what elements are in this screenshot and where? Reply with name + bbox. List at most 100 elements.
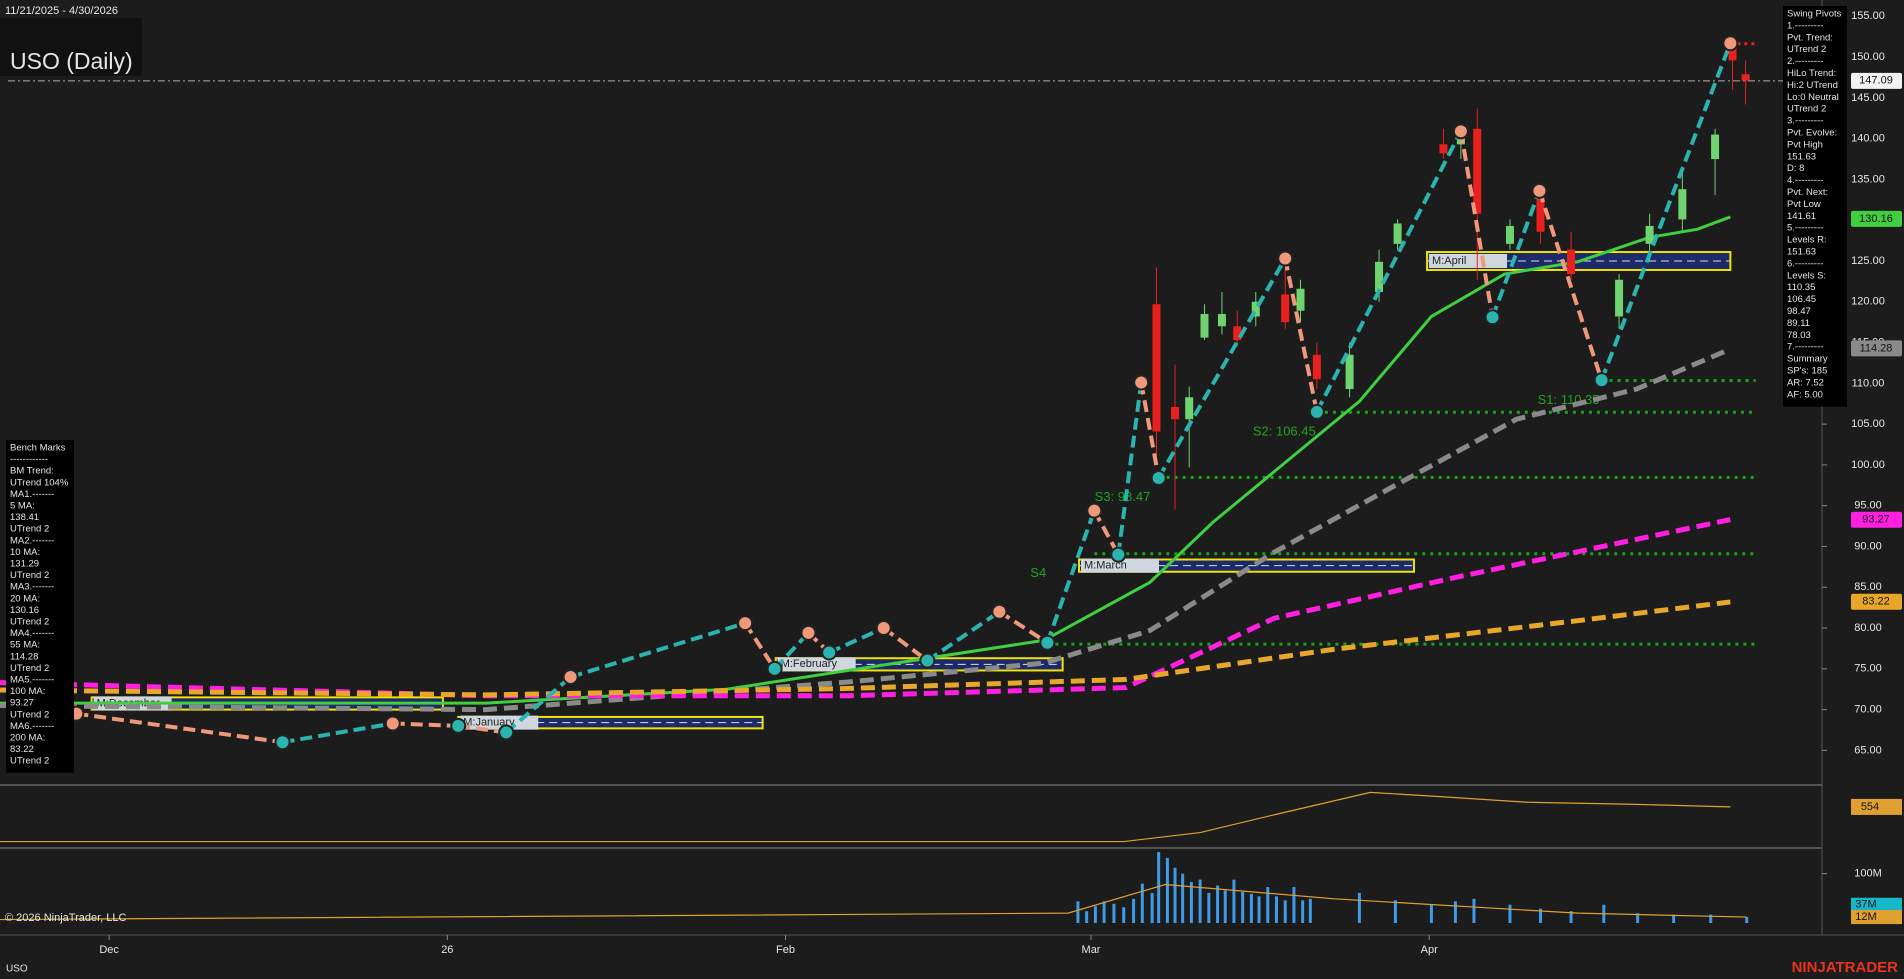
bench-marks-line: 131.29	[10, 559, 39, 570]
y-tick-label: 100.00	[1851, 459, 1885, 471]
volume-bar	[1283, 900, 1287, 923]
pivot-leg	[1156, 257, 1287, 479]
y-tick-label: 145.00	[1851, 92, 1885, 104]
bench-marks-line: 138.41	[10, 512, 39, 523]
volume-bar	[1223, 890, 1227, 923]
swing-pivots-line: 4.---------	[1787, 175, 1823, 186]
swing-pivots-line: D: 8	[1787, 163, 1804, 174]
swing-pivots-line: 2.---------	[1787, 56, 1823, 67]
swing-pivots-line: AR: 7.52	[1787, 377, 1824, 388]
swing-pivots-line: Hi:2 UTrend	[1787, 80, 1838, 91]
copyright: © 2026 NinjaTrader, LLC	[5, 912, 126, 924]
volume-bar	[1453, 901, 1457, 923]
bench-marks-line: UTrend 2	[10, 524, 49, 535]
pivot-leg	[743, 622, 777, 670]
volume-bar	[1508, 904, 1512, 923]
bench-marks-line: MA5.-------	[10, 675, 54, 686]
candle-body	[1645, 225, 1654, 244]
symbol: USO	[6, 964, 28, 975]
volume-bar	[1539, 908, 1543, 923]
swing-pivots-line: Pvt. Next:	[1787, 187, 1828, 198]
pivot-leg	[1315, 130, 1463, 413]
price-marker-label: 83.22	[1862, 596, 1890, 608]
month-label: M:April	[1432, 255, 1466, 267]
bench-marks-line: UTrend 104%	[10, 477, 69, 488]
pivot-leg	[1116, 382, 1144, 555]
candle-body	[1741, 74, 1750, 81]
bench-marks-line: 114.28	[10, 651, 38, 662]
bench-marks-line: 93.27	[10, 698, 34, 709]
y-tick-label: 65.00	[1854, 744, 1882, 756]
x-tick-label: Dec	[99, 944, 119, 956]
swing-pivots-line: 78.03	[1787, 330, 1811, 341]
volume-bar	[1429, 904, 1433, 923]
y-tick-label: 70.00	[1854, 704, 1882, 716]
candle-body	[1505, 225, 1514, 244]
volume-bar	[1132, 898, 1136, 923]
bench-marks-line: UTrend 2	[10, 709, 49, 720]
y-tick-label: 95.00	[1854, 500, 1882, 512]
swing-pivots-line: Lo:0 Neutral	[1787, 92, 1839, 103]
bench-marks-bg	[6, 440, 74, 773]
pivot-point	[274, 734, 291, 751]
y-tick-label: 80.00	[1854, 622, 1882, 634]
swing-pivots-line: Levels R:	[1787, 235, 1827, 246]
moving-average	[0, 346, 1732, 713]
moving-average	[0, 215, 1731, 705]
price-marker	[1851, 72, 1902, 89]
candle-body	[1217, 314, 1226, 327]
volume-bar	[1140, 883, 1144, 923]
pivot-leg	[1283, 258, 1319, 413]
volume-bar	[1569, 911, 1573, 923]
swing-pivots-line: SP's: 185	[1787, 366, 1827, 377]
support-label: S2: 106.45	[1253, 424, 1316, 439]
pivot-leg	[392, 721, 459, 728]
bench-marks-line: 5 MA:	[10, 501, 35, 512]
bench-marks-line: UTrend 2	[10, 617, 49, 628]
bench-marks-line: 10 MA:	[10, 547, 40, 558]
pivot-leg	[504, 675, 572, 734]
volume-bar	[1216, 885, 1220, 923]
pivot-point	[1150, 469, 1167, 486]
pivot-leg	[1092, 509, 1121, 556]
indicator-marker	[1851, 798, 1902, 815]
y-tick-label: 140.00	[1851, 133, 1885, 145]
volume-tick-label: 100M	[1854, 868, 1882, 880]
volume-bar	[1207, 892, 1211, 923]
volume-bar	[1393, 900, 1397, 923]
pivot-point	[498, 724, 515, 741]
swing-pivots-line: Levels S:	[1787, 270, 1826, 281]
candle-body	[1200, 314, 1209, 338]
volume-bar	[1745, 917, 1749, 923]
pivot-leg	[1490, 190, 1542, 318]
price-marker	[1851, 340, 1902, 357]
swing-pivots-line: 151.63	[1787, 151, 1816, 162]
swing-pivots-line: UTrend 2	[1787, 104, 1826, 115]
candle-body	[1393, 223, 1402, 244]
pivot-leg	[926, 610, 1001, 663]
price-marker-label: 93.27	[1862, 514, 1890, 526]
swing-pivots-line: AF: 5.00	[1787, 389, 1823, 400]
bench-marks-line: 55 MA:	[10, 640, 40, 651]
swing-pivots-line: 7.---------	[1787, 342, 1823, 353]
bench-marks-line: MA4.-------	[10, 628, 54, 639]
candle-body	[1296, 288, 1305, 311]
candle-body	[1345, 354, 1354, 390]
candle-body	[1375, 261, 1384, 292]
volume-bar	[1122, 907, 1126, 923]
bench-marks-line: Bench Marks	[10, 443, 66, 454]
candle-body	[1615, 279, 1624, 317]
pivot-leg	[1139, 382, 1161, 479]
pivot-point	[821, 644, 838, 661]
swing-pivots-line: 141.61	[1787, 211, 1816, 222]
title-box	[0, 18, 142, 76]
pivot-point	[1531, 182, 1548, 199]
month-label: M:February	[781, 658, 838, 670]
volume-bar	[1636, 913, 1640, 923]
volume-bar	[1157, 851, 1161, 923]
bench-marks-line: MA3.-------	[10, 582, 54, 593]
volume-bar	[1076, 901, 1080, 923]
pivot-point	[1452, 123, 1469, 140]
